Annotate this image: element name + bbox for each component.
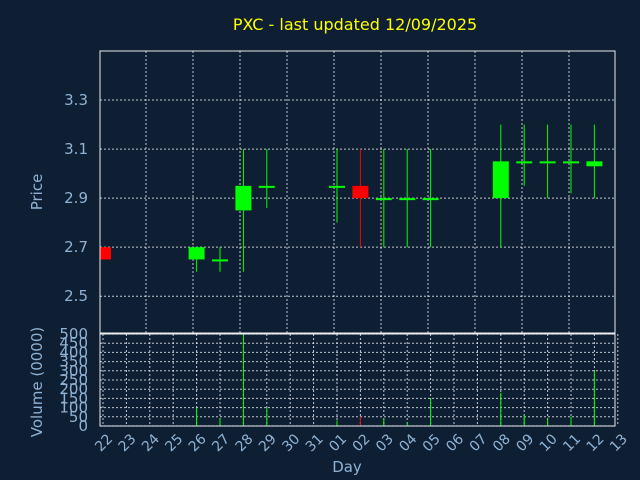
candle-body [492,161,509,199]
volume-tick-label: 150 [59,389,88,407]
day-tick-label: 30 [279,431,303,455]
day-tick-label: 07 [467,431,491,455]
day-x-ticks: 22 23 24 25 26 27 28 29 30 31 01 02 03 04 05 06 07 08 09 10… [92,431,631,455]
price-y-ticks: 2.5 2.7 2.9 3.1 3.3 [64,91,88,305]
candle-body [539,161,556,164]
day-tick-label: 05 [420,431,444,455]
price-panel-frame [99,50,616,334]
day-tick-label: 04 [396,431,420,455]
candle-body [100,247,111,260]
price-axis-label: Price [28,174,46,211]
candle-body [586,161,603,167]
price-tick-label: 2.7 [64,238,88,256]
day-tick-label: 28 [233,431,257,455]
day-tick-label: 02 [350,431,374,455]
volume-tick-label: 450 [59,334,88,352]
volume-tick-label: 350 [59,353,88,371]
candle-body [375,198,392,201]
day-tick-label: 12 [584,431,608,455]
volume-tick-label: 400 [59,343,88,361]
price-tick-label: 3.1 [64,140,88,158]
candle-body [329,185,345,188]
candle-body [235,185,252,211]
price-tick-label: 2.9 [64,189,88,207]
day-tick-label: 31 [303,431,327,455]
candle-body [212,259,228,262]
volume-axis-label: Volume (0000) [28,327,46,437]
day-tick-label: 23 [116,431,140,455]
volume-panel-frame [99,333,616,427]
day-tick-label: 03 [373,431,397,455]
volume-bars [196,334,595,426]
volume-tick-label: 0 [78,417,88,435]
day-tick-label: 29 [256,431,280,455]
price-candles [100,124,603,272]
day-tick-label: 25 [162,431,186,455]
volume-grid [100,333,619,427]
day-tick-label: 08 [490,431,514,455]
price-tick-label: 2.5 [64,287,88,305]
day-tick-label: 11 [560,431,584,455]
candle-body [188,247,205,260]
price-tick-label: 3.3 [64,91,88,109]
day-tick-label: 13 [607,431,631,455]
day-tick-label: 01 [326,431,350,455]
day-tick-label: 26 [186,431,210,455]
day-tick-label: 10 [537,431,561,455]
volume-tick-label: 200 [59,380,88,398]
candle-body [563,161,579,164]
day-tick-label: 24 [139,431,163,455]
volume-tick-label: 300 [59,362,88,380]
candle-body [258,185,275,188]
candle-body [516,161,533,164]
chart-title: PXC - last updated 12/09/2025 [233,15,477,34]
day-tick-label: 22 [92,431,116,455]
volume-tick-label: 100 [59,399,88,417]
day-axis-label: Day [332,458,362,476]
day-tick-label: 27 [209,431,233,455]
day-tick-label: 06 [443,431,467,455]
candle-body [352,185,369,199]
volume-tick-label: 500 [59,325,88,343]
candle-body [399,198,416,201]
day-tick-label: 09 [513,431,537,455]
volume-tick-label: 50 [69,408,88,426]
candle-body [422,198,439,201]
volume-tick-label: 250 [59,371,88,389]
